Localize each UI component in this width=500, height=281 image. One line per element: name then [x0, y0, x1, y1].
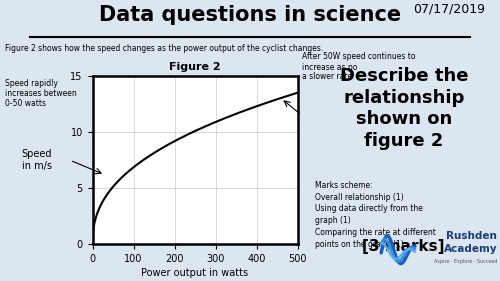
- Text: increase as po: increase as po: [302, 63, 358, 72]
- Text: Figure 2 shows how the speed changes as the power output of the cyclist changes.: Figure 2 shows how the speed changes as …: [5, 44, 323, 53]
- Text: Describe the
relationship
shown on
figure 2: Describe the relationship shown on figur…: [340, 67, 468, 150]
- Text: 07/17/2019: 07/17/2019: [413, 3, 485, 16]
- Title: Figure 2: Figure 2: [169, 62, 221, 72]
- X-axis label: Power output in watts: Power output in watts: [142, 268, 248, 278]
- Text: a slower rate: a slower rate: [302, 72, 353, 81]
- Text: Data questions in science: Data questions in science: [99, 5, 401, 25]
- Text: Marks scheme:
Overall relationship (1)
Using data directly from the
graph (1)
Co: Marks scheme: Overall relationship (1) U…: [315, 181, 436, 249]
- Text: After 50W speed continues to: After 50W speed continues to: [302, 52, 416, 61]
- Text: Rushden: Rushden: [446, 230, 498, 241]
- Y-axis label: Speed
in m/s: Speed in m/s: [21, 149, 52, 171]
- Text: Speed rapidly
increases between
0-50 watts: Speed rapidly increases between 0-50 wat…: [5, 79, 77, 108]
- Text: Aspire · Explore · Succeed: Aspire · Explore · Succeed: [434, 259, 498, 264]
- Text: [3 marks]: [3 marks]: [362, 239, 445, 253]
- Text: Academy: Academy: [444, 244, 498, 254]
